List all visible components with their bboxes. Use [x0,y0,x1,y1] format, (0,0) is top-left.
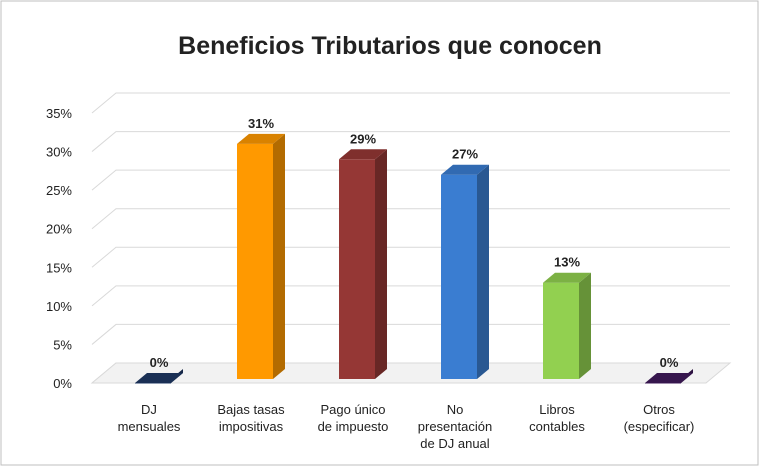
x-tick-label: No presentación de DJ anual [418,402,492,451]
bar-side [273,133,285,379]
x-tick-label: Bajas tasas impositivas [217,402,285,434]
bar-side [579,272,591,379]
bar-top [339,149,387,160]
grid-line [91,131,730,152]
data-label: 13% [554,255,580,270]
bar [441,164,489,379]
chart-title: Beneficios Tributarios que conocen [178,32,602,60]
data-label: 29% [350,131,376,146]
x-tick-label: Otros (especificar) [624,402,695,434]
bar-side [375,149,387,379]
grid-line [91,246,730,268]
bar-top [543,272,591,283]
y-tick-label: 0% [53,376,72,391]
bar-side [477,164,489,379]
y-tick-label: 25% [46,183,72,198]
y-tick-label: 30% [46,145,72,160]
y-tick-label: 35% [46,106,72,121]
bar-front [135,383,171,384]
bar [339,149,387,379]
grid-line [91,323,730,345]
y-tick-label: 10% [46,299,72,314]
y-tick-label: 20% [46,222,72,237]
bar-front [645,383,681,384]
floor [90,362,732,384]
bar-front [339,159,375,379]
bar [135,369,183,384]
x-tick-label: Libros contables [529,402,585,434]
y-tick-label: 15% [46,260,72,275]
bar-top [237,133,285,144]
bar [645,369,693,384]
x-tick-label: DJ mensuales [118,402,181,434]
bar-top [645,373,693,383]
data-label: 31% [248,116,274,131]
bar-top [135,373,183,383]
grid-line [91,169,730,191]
grid-line [91,285,730,307]
grid-line [91,92,730,114]
bar [543,272,591,379]
data-label: 27% [452,147,478,162]
data-label: 0% [150,355,169,370]
bar-front [543,282,579,379]
data-label: 0% [660,355,679,370]
x-tick-label: Pago único de impuesto [318,402,389,434]
bar [237,133,285,379]
grid-line [91,208,730,230]
bar-top [441,164,489,175]
bar-front [237,143,273,379]
bar-front [441,174,477,379]
y-tick-label: 5% [53,337,72,352]
